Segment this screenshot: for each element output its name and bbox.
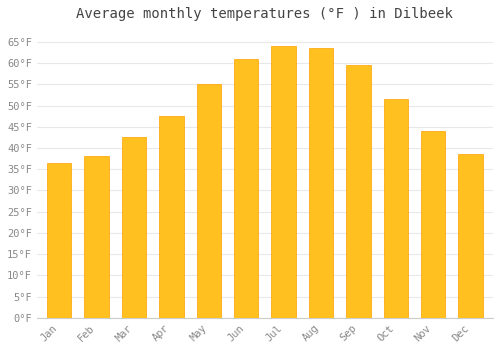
Bar — [234, 59, 258, 318]
Bar — [458, 154, 483, 318]
Bar — [346, 65, 370, 318]
Bar — [272, 46, 296, 318]
Bar — [196, 84, 221, 318]
Bar — [309, 48, 333, 318]
Bar — [122, 137, 146, 318]
Bar — [160, 116, 184, 318]
Bar — [47, 163, 72, 318]
Bar — [421, 131, 446, 318]
Bar — [84, 156, 109, 318]
Title: Average monthly temperatures (°F ) in Dilbeek: Average monthly temperatures (°F ) in Di… — [76, 7, 454, 21]
Bar — [384, 99, 408, 318]
